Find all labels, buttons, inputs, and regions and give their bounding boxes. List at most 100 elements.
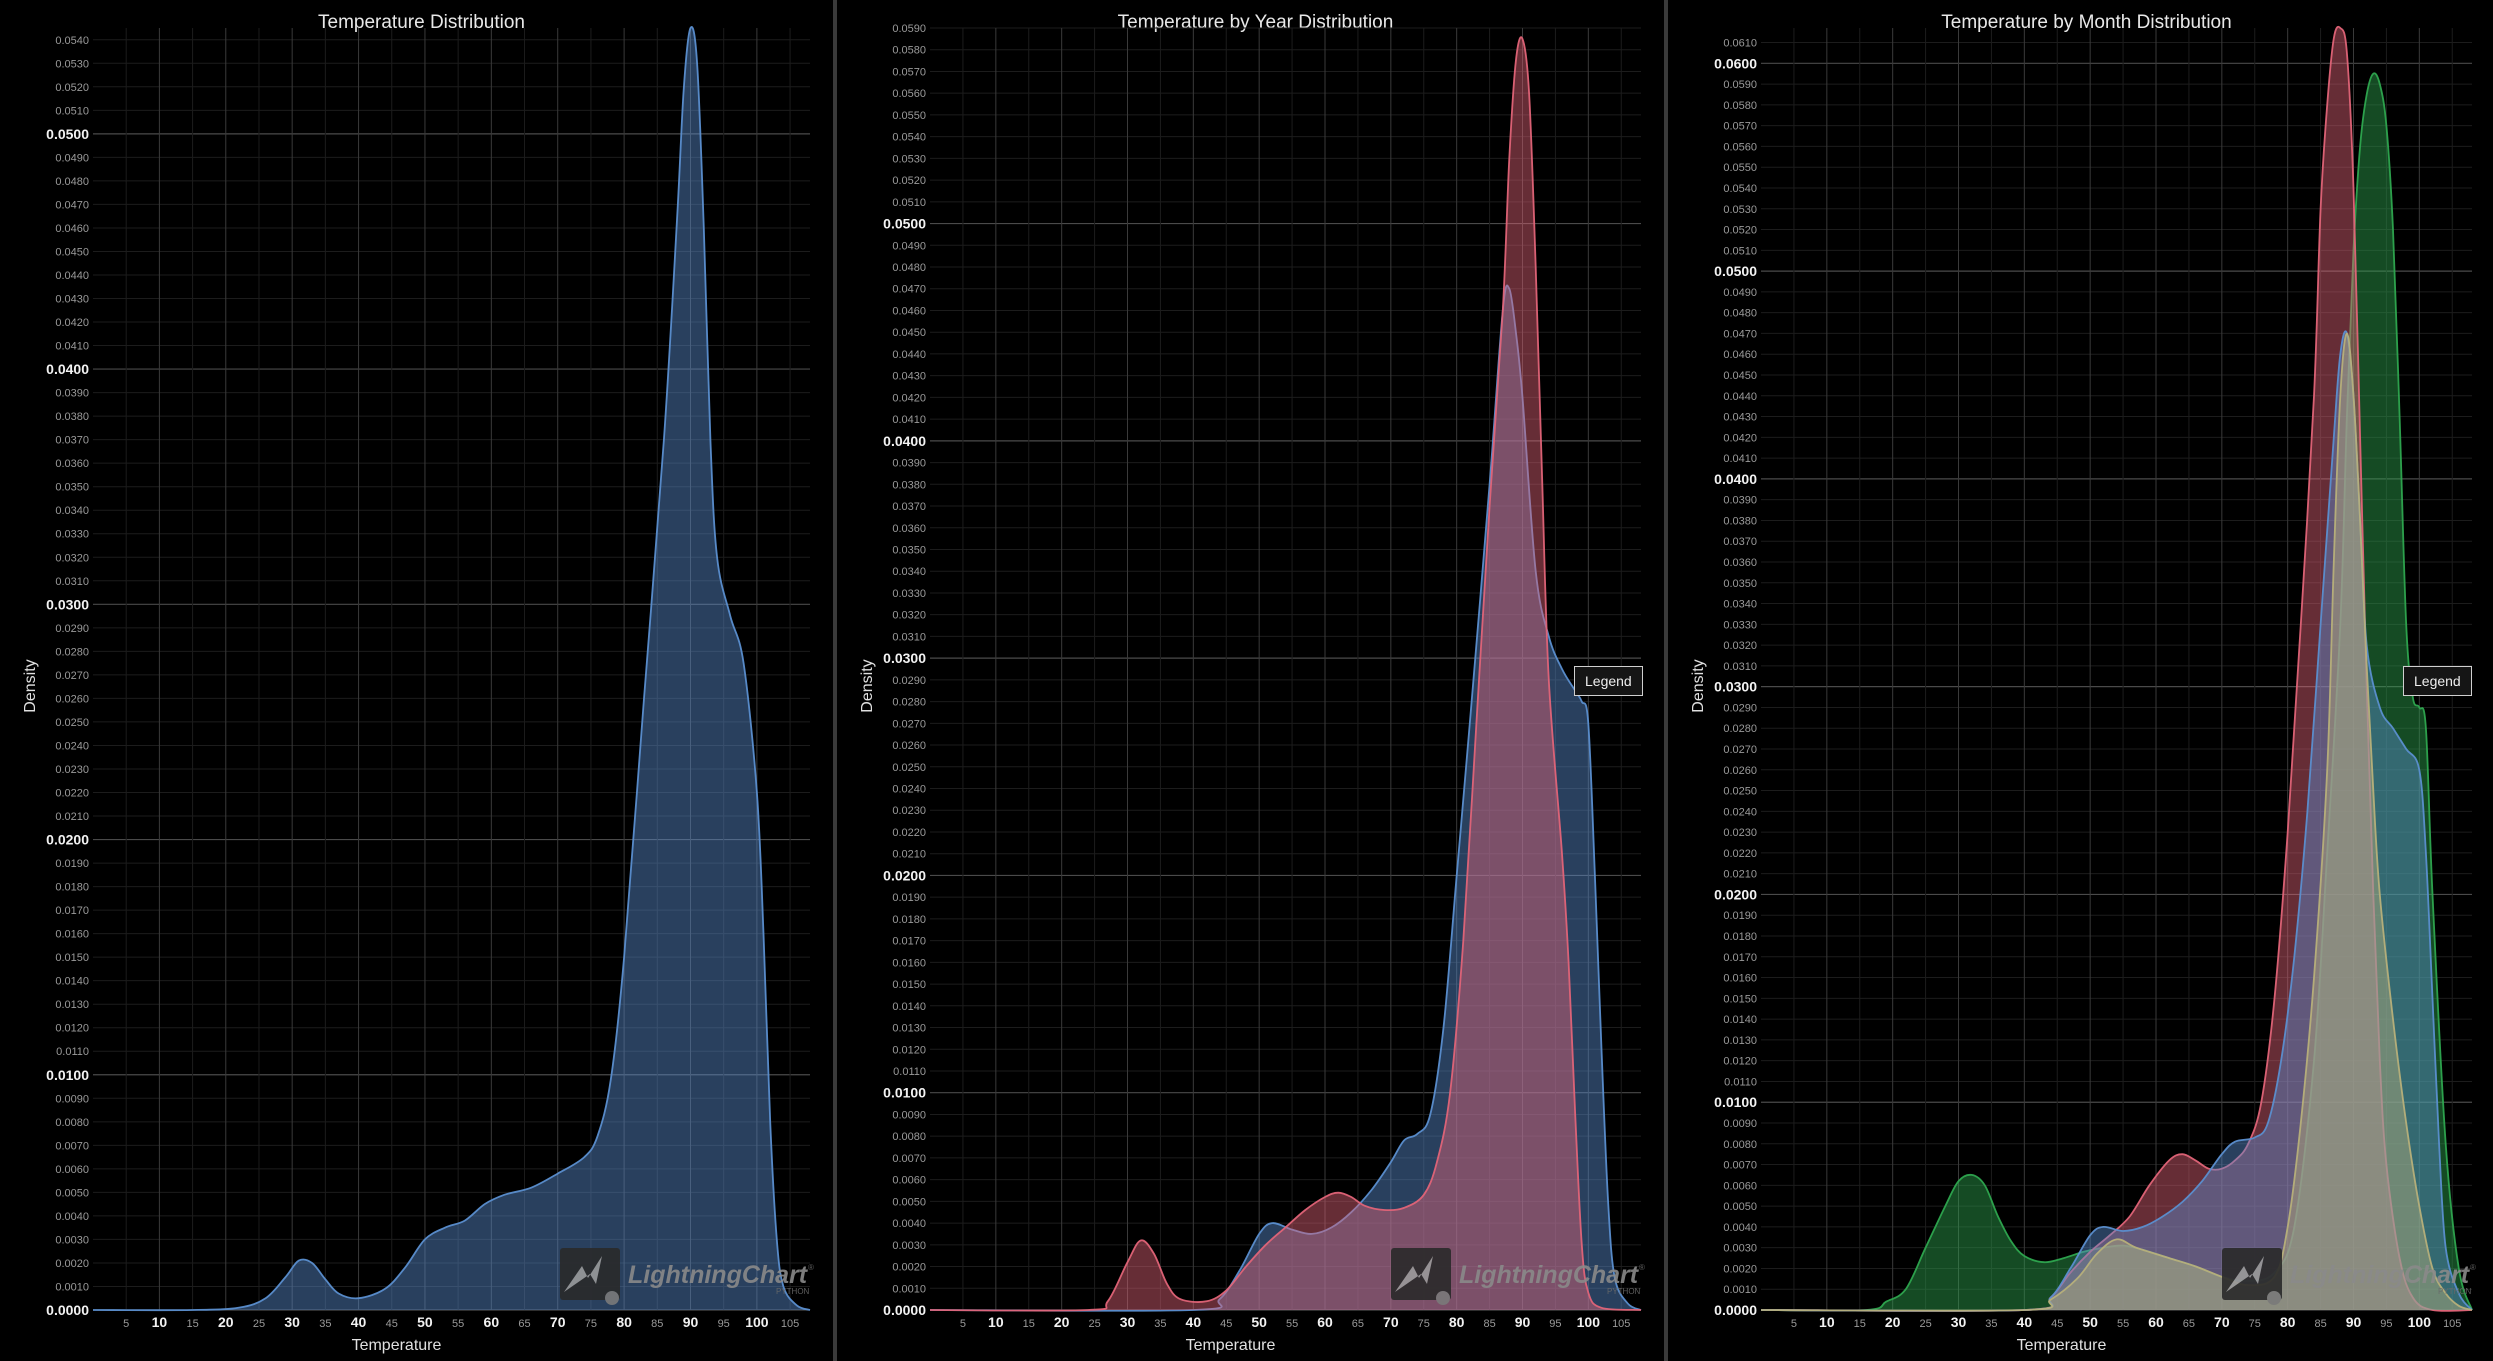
x-axis-label: Temperature <box>1186 1337 1276 1354</box>
watermark-subtext: PYTHON <box>2438 1287 2472 1296</box>
y-tick-label: 0.0150 <box>1723 993 1757 1005</box>
y-tick-label: 0.0400 <box>46 361 89 377</box>
y-tick-label: 0.0490 <box>1723 287 1757 299</box>
watermark-logo: LightningChart ® PYTHON <box>560 1248 814 1305</box>
x-tick-label: 30 <box>1120 1314 1136 1330</box>
y-tick-label: 0.0500 <box>46 126 89 142</box>
y-tick-label: 0.0080 <box>1723 1139 1757 1151</box>
x-tick-label: 45 <box>386 1318 398 1330</box>
x-tick-label: 105 <box>2443 1318 2461 1330</box>
x-tick-label: 70 <box>550 1314 566 1330</box>
x-tick-label: 85 <box>2314 1318 2326 1330</box>
y-tick-label: 0.0100 <box>883 1085 926 1101</box>
density-area <box>1761 73 2472 1311</box>
x-tick-label: 15 <box>1023 1318 1035 1330</box>
grid <box>1761 28 2472 1311</box>
y-tick-label: 0.0260 <box>892 740 926 752</box>
x-tick-label: 80 <box>2280 1314 2296 1330</box>
density-area <box>1761 333 2472 1311</box>
y-tick-label: 0.0510 <box>892 197 926 209</box>
x-tick-label: 90 <box>2346 1314 2362 1330</box>
y-tick-label: 0.0140 <box>1723 1014 1757 1026</box>
x-tick-label: 5 <box>1791 1318 1797 1330</box>
y-tick-label: 0.0470 <box>892 284 926 296</box>
x-tick-label: 70 <box>1383 1314 1399 1330</box>
y-tick-label: 0.0210 <box>55 811 89 823</box>
x-tick-label: 95 <box>1549 1318 1561 1330</box>
x-tick-label: 15 <box>186 1318 198 1330</box>
chart-panel-temperature-by-month: Temperature by Month Distribution 0.0000 0… <box>1668 0 2493 1361</box>
y-tick-label: 0.0160 <box>55 929 89 941</box>
x-tick-label: 75 <box>2249 1318 2261 1330</box>
x-tick-label: 25 <box>1088 1318 1100 1330</box>
x-tick-labels: 5 10 15 20 25 30 35 40 45 50 55 60 65 70 75 80 85 90 95 100… <box>123 1314 799 1330</box>
y-tick-label: 0.0180 <box>892 914 926 926</box>
x-tick-label: 45 <box>2051 1318 2063 1330</box>
y-tick-label: 0.0220 <box>1723 848 1757 860</box>
lightning-icon <box>1395 1256 1433 1292</box>
y-tick-label: 0.0520 <box>55 82 89 94</box>
x-tick-label: 10 <box>988 1314 1004 1330</box>
y-tick-labels: 0.0000 0.0010 0.0020 0.0030 0.0040 0.0050 0.00… <box>1714 38 1757 1318</box>
y-tick-label: 0.0300 <box>46 596 89 612</box>
lightning-icon <box>564 1256 602 1292</box>
plus-icon <box>605 1291 619 1305</box>
y-tick-label: 0.0240 <box>892 784 926 796</box>
y-tick-label: 0.0290 <box>1723 702 1757 714</box>
y-tick-label: 0.0060 <box>1723 1180 1757 1192</box>
y-tick-label: 0.0450 <box>892 327 926 339</box>
y-tick-labels: 0.0000 0.0010 0.0020 0.0030 0.0040 0.0050 0.00… <box>883 23 926 1318</box>
watermark-reg: ® <box>2470 1263 2476 1272</box>
series-group <box>1760 25 2473 1312</box>
y-tick-label: 0.0200 <box>883 867 926 883</box>
y-tick-label: 0.0210 <box>1723 869 1757 881</box>
x-tick-label: 60 <box>484 1314 500 1330</box>
y-tick-label: 0.0070 <box>892 1153 926 1165</box>
x-tick-label: 55 <box>452 1318 464 1330</box>
x-tick-labels: 5 10 15 20 25 30 35 40 45 50 55 60 65 70 75 80 85 90 95 100… <box>960 1314 1631 1330</box>
density-line <box>929 284 1642 1312</box>
y-tick-label: 0.0350 <box>1723 578 1757 590</box>
y-tick-label: 0.0410 <box>892 414 926 426</box>
y-tick-label: 0.0090 <box>892 1109 926 1121</box>
y-tick-label: 0.0220 <box>892 827 926 839</box>
legend-button[interactable]: Legend <box>2403 666 2472 696</box>
y-tick-label: 0.0460 <box>55 223 89 235</box>
y-tick-label: 0.0390 <box>55 388 89 400</box>
watermark-subtext: PYTHON <box>1607 1287 1641 1296</box>
y-tick-label: 0.0460 <box>892 305 926 317</box>
x-tick-label: 25 <box>1919 1318 1931 1330</box>
y-tick-label: 0.0040 <box>55 1211 89 1223</box>
density-line <box>92 26 811 1312</box>
y-tick-label: 0.0170 <box>892 936 926 948</box>
legend-button[interactable]: Legend <box>1574 666 1643 696</box>
series-group <box>929 36 1642 1312</box>
x-tick-label: 30 <box>1951 1314 1967 1330</box>
y-tick-label: 0.0110 <box>56 1046 89 1058</box>
watermark-logo: LightningChart ® PYTHON <box>1391 1248 1645 1305</box>
y-tick-label: 0.0070 <box>55 1140 89 1152</box>
y-tick-label: 0.0140 <box>892 1001 926 1013</box>
y-tick-label: 0.0310 <box>1723 661 1757 673</box>
y-tick-label: 0.0420 <box>1723 432 1757 444</box>
x-tick-label: 65 <box>518 1318 530 1330</box>
chart-title: Temperature Distribution <box>318 12 525 33</box>
y-tick-label: 0.0120 <box>892 1044 926 1056</box>
x-tick-label: 100 <box>745 1314 769 1330</box>
y-tick-label: 0.0290 <box>892 675 926 687</box>
y-tick-label: 0.0040 <box>892 1218 926 1230</box>
y-tick-label: 0.0380 <box>55 411 89 423</box>
y-tick-label: 0.0490 <box>892 240 926 252</box>
density-chart-temperature-by-month: Temperature by Month Distribution0.00000… <box>1690 12 2476 1354</box>
y-tick-label: 0.0210 <box>892 849 926 861</box>
y-axis-label: Density <box>859 659 876 712</box>
y-tick-label: 0.0030 <box>892 1240 926 1252</box>
y-tick-label: 0.0580 <box>1723 100 1757 112</box>
y-tick-label: 0.0260 <box>55 693 89 705</box>
x-tick-labels: 5 10 15 20 25 30 35 40 45 50 55 60 65 70 75 80 85 90 95 100… <box>1791 1314 2462 1330</box>
y-tick-label: 0.0410 <box>55 341 89 353</box>
y-tick-label: 0.0470 <box>55 199 89 211</box>
y-tick-label: 0.0310 <box>892 631 926 643</box>
y-tick-label: 0.0150 <box>55 952 89 964</box>
x-tick-label: 40 <box>351 1314 367 1330</box>
